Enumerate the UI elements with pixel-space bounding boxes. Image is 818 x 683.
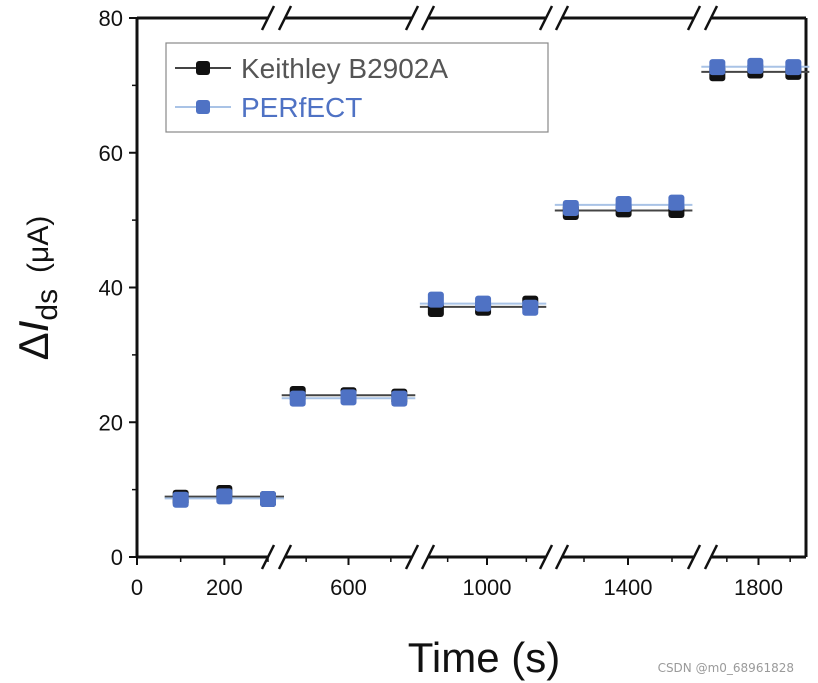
x-tick-label: 1400 [604, 575, 653, 600]
data-point-perfect [391, 390, 408, 407]
data-point-perfect [260, 491, 276, 508]
data-point-perfect [709, 59, 726, 76]
axis-break-mark [538, 544, 554, 570]
y-axis-title-subscript: ds [31, 289, 64, 321]
legend-box [165, 42, 549, 133]
data-point-perfect [427, 291, 444, 308]
data-point-perfect [475, 295, 492, 312]
legend-label-perfect: PERfECT [241, 92, 362, 123]
x-tick-label: 1000 [463, 575, 512, 600]
x-tick-label: 1800 [734, 575, 783, 600]
axis-break-mark [260, 5, 276, 31]
axis-break-mark [404, 544, 420, 570]
y-tick-label: 20 [99, 410, 123, 435]
y-axis-title-prefix: Δ [10, 332, 57, 360]
x-tick-label: 600 [330, 575, 367, 600]
data-point-perfect [668, 194, 685, 211]
plot-area [164, 57, 810, 508]
x-axis-title: Time (s) [408, 634, 560, 681]
data-point-perfect [216, 488, 233, 505]
data-point-perfect [172, 491, 189, 508]
data-point-perfect [522, 299, 539, 316]
axis-break-mark [404, 5, 420, 31]
data-point-perfect [615, 195, 632, 212]
legend-marker-perfect [196, 100, 210, 114]
legend: Keithley B2902A PERfECT [165, 42, 549, 133]
data-point-perfect [747, 57, 764, 74]
axis-break-mark [686, 544, 702, 570]
axes: 0 20 40 60 80 0 200 600 1000 1400 1800 [99, 5, 808, 600]
y-axis-title-unit: (μA) [22, 216, 55, 273]
legend-label-keithley: Keithley B2902A [241, 53, 448, 84]
axis-break-mark [686, 5, 702, 31]
y-axis-title: ΔIds (μA) [10, 216, 64, 361]
y-tick-label: 40 [99, 276, 123, 301]
data-point-perfect [289, 390, 306, 407]
x-tick-label: 200 [206, 575, 243, 600]
watermark: CSDN @m0_68961828 [658, 661, 794, 675]
data-point-perfect [562, 199, 579, 216]
axis-break-mark [538, 5, 554, 31]
legend-marker-keithley [196, 61, 210, 75]
y-axis-title-symbol: I [10, 320, 57, 332]
y-tick-label: 60 [99, 141, 123, 166]
y-tick-label: 0 [111, 545, 123, 570]
y-tick-label: 80 [99, 6, 123, 31]
data-point-perfect [785, 59, 802, 76]
data-point-perfect [340, 389, 357, 406]
x-tick-label: 0 [131, 575, 143, 600]
